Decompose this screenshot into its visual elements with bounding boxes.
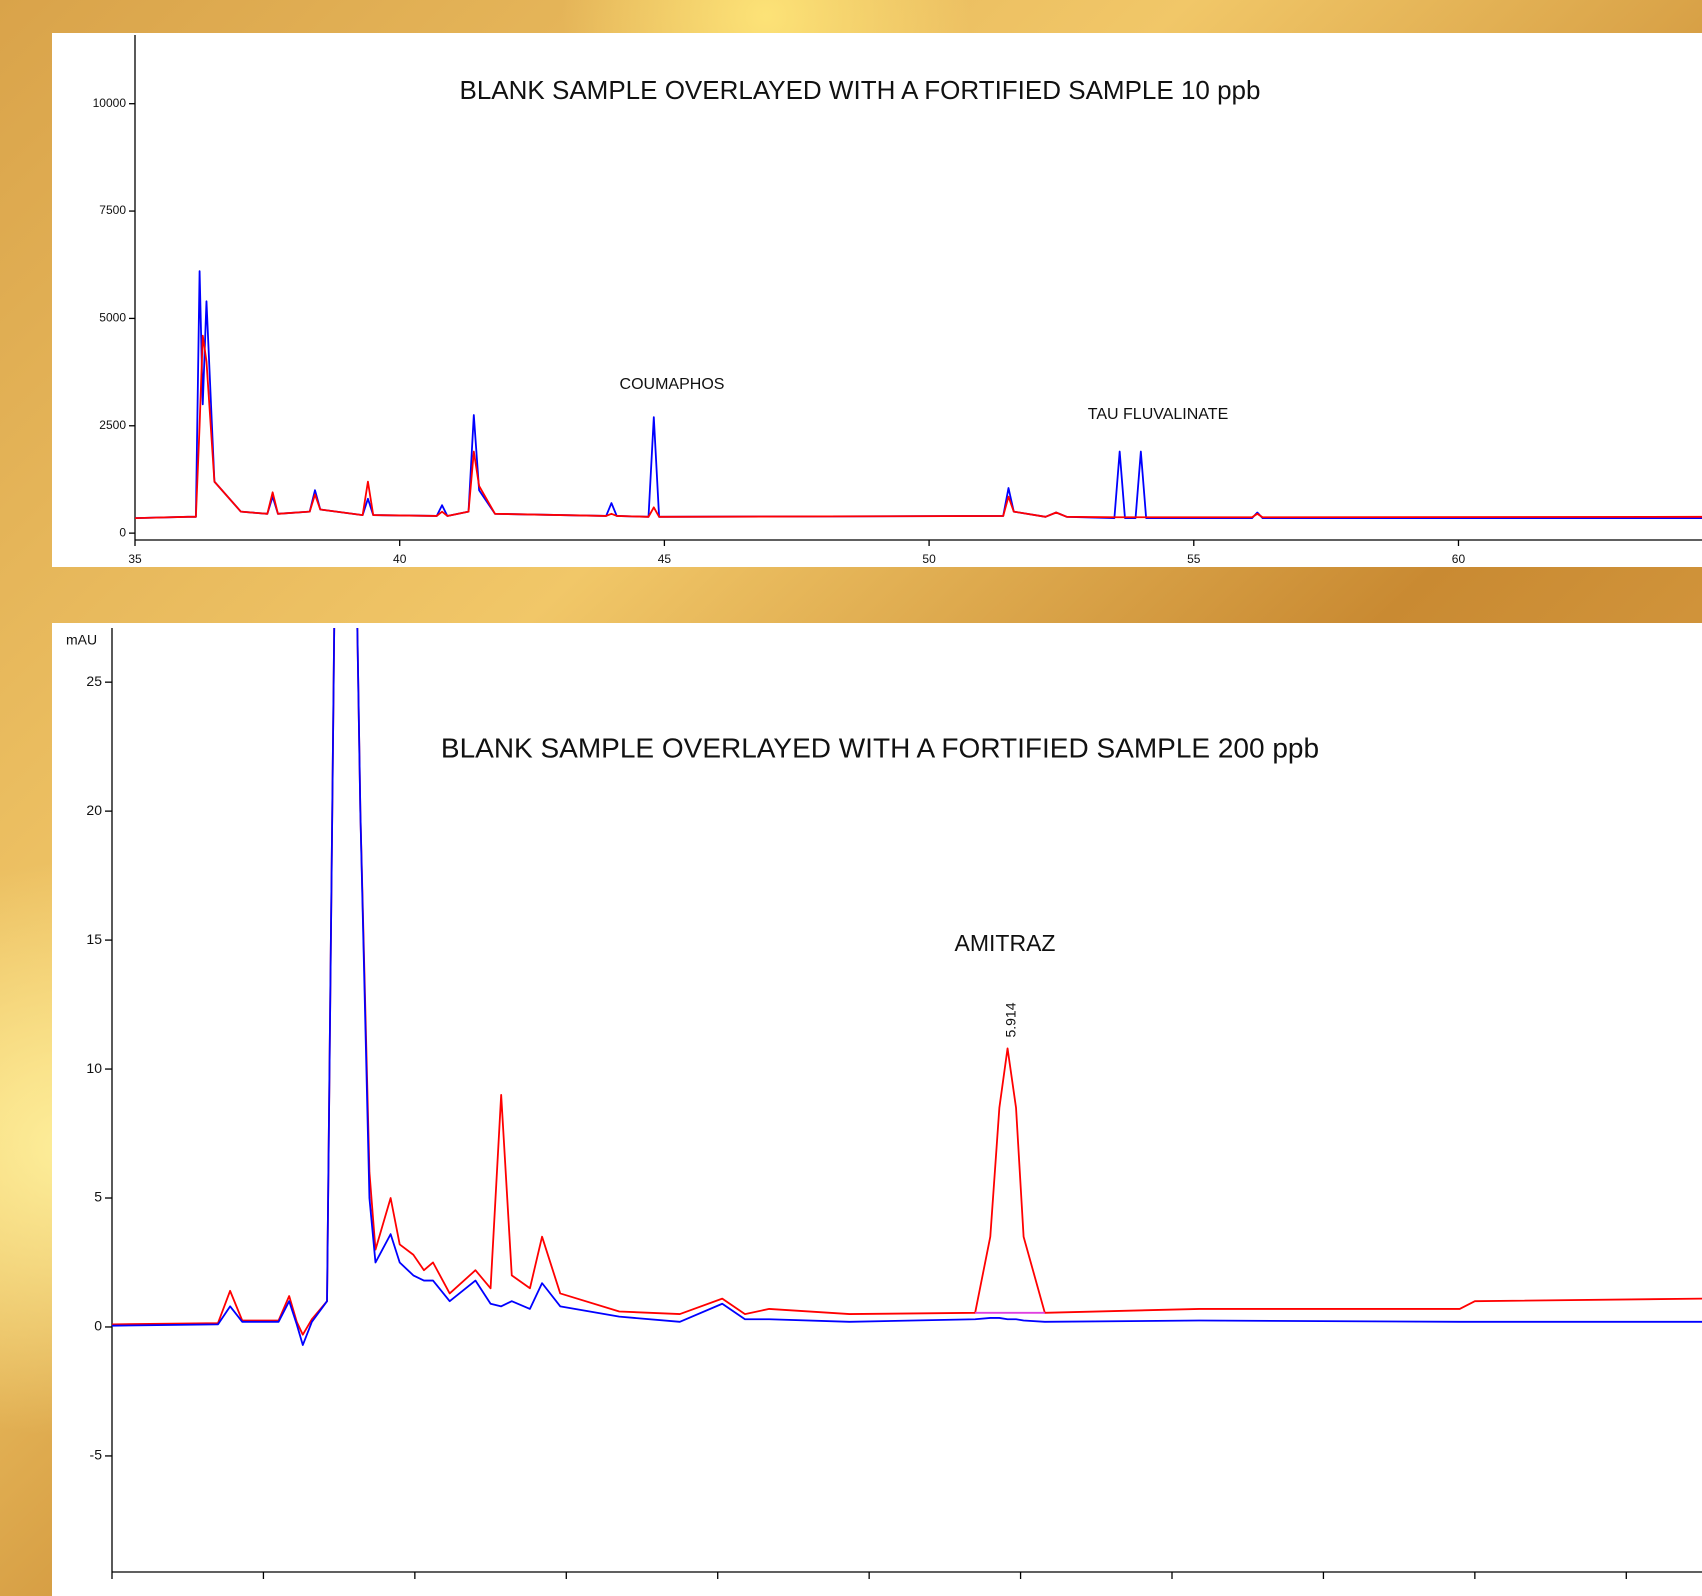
- y-tick-label: 5000: [99, 311, 126, 325]
- x-tick-label: 35: [128, 552, 142, 566]
- x-tick-label: 45: [658, 552, 672, 566]
- y-tick-label: 10000: [93, 96, 127, 110]
- chart-panel: [52, 33, 1702, 567]
- page: {"chart_data": [ {"type": "line", "title…: [0, 0, 1702, 1596]
- annotation: AMITRAZ: [955, 930, 1056, 956]
- y-tick-label: 10: [86, 1060, 102, 1076]
- chart-title: BLANK SAMPLE OVERLAYED WITH A FORTIFIED …: [460, 75, 1261, 105]
- chart-panel: [52, 623, 1702, 1596]
- annotation: 5.914: [1003, 1002, 1019, 1037]
- y-tick-label: -5: [90, 1447, 103, 1463]
- y-tick-label: 7500: [99, 203, 126, 217]
- chart-page: 025005000750010000354045505560BLANK SAMP…: [0, 0, 1702, 1596]
- y-tick-label: 5: [94, 1189, 102, 1205]
- y-tick-label: 0: [94, 1318, 102, 1334]
- x-tick-label: 40: [393, 552, 407, 566]
- y-tick-label: 20: [86, 802, 102, 818]
- chart-title: BLANK SAMPLE OVERLAYED WITH A FORTIFIED …: [441, 732, 1319, 763]
- y-tick-label: 0: [119, 525, 126, 539]
- y-tick-label: 15: [86, 931, 102, 947]
- annotation: COUMAPHOS: [620, 376, 725, 393]
- annotation: TAU FLUVALINATE: [1088, 406, 1228, 423]
- x-tick-label: 50: [922, 552, 936, 566]
- y-tick-label: 25: [86, 673, 102, 689]
- y-axis-label: mAU: [66, 632, 97, 648]
- y-tick-label: 2500: [99, 418, 126, 432]
- x-tick-label: 60: [1452, 552, 1466, 566]
- x-tick-label: 55: [1187, 552, 1201, 566]
